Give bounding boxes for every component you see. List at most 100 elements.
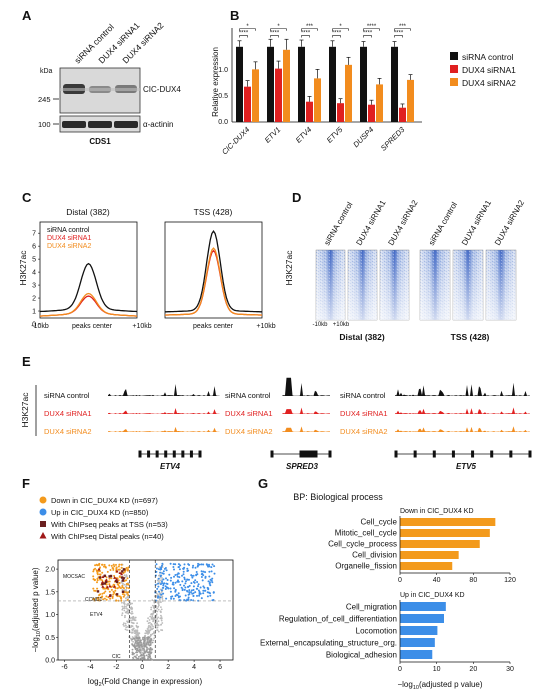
volcano-ytick: 1.0 xyxy=(45,612,55,619)
volcano-point-distal xyxy=(112,584,116,588)
volcano-point-down xyxy=(123,594,126,596)
volcano-point-ns xyxy=(156,624,158,627)
volcano-point-down xyxy=(119,587,122,590)
volcano-point-ns xyxy=(134,648,137,651)
volcano-plot: Down in CIC_DUX4 KD (n=697) Up in CIC_DU… xyxy=(31,496,234,688)
volcano-point-down xyxy=(122,595,125,598)
go-bar-down xyxy=(400,540,480,548)
heatmap-column-label: siRNA control xyxy=(322,200,354,247)
volcano-point-up xyxy=(191,566,194,569)
volcano-point-up xyxy=(174,588,177,591)
volcano-point-distal xyxy=(115,569,119,573)
expression-category-label: ETV4 xyxy=(294,125,314,145)
volcano-point-up xyxy=(172,581,175,584)
volcano-point-ns xyxy=(154,632,157,635)
volcano-point-up xyxy=(186,585,189,588)
go-xtick: 120 xyxy=(504,577,516,584)
heatmap-fade xyxy=(348,250,377,320)
volcano-point-up xyxy=(183,578,186,581)
volcano-point-up xyxy=(173,575,175,578)
volcano-point-up xyxy=(177,595,180,598)
volcano-point-ns xyxy=(132,653,134,656)
volcano-point-up xyxy=(183,588,186,591)
volcano-point-ns xyxy=(142,658,145,660)
expression-bar xyxy=(298,46,305,122)
volcano-point-down xyxy=(118,568,121,571)
volcano-point-ns xyxy=(154,623,157,625)
volcano-point-up xyxy=(194,579,197,582)
volcano-point-down xyxy=(117,584,120,587)
gene-exon xyxy=(172,450,176,458)
sig-bracket-bottom xyxy=(270,35,279,38)
volcano-point-up xyxy=(161,562,164,565)
volcano-gene-label-4: CIC xyxy=(112,654,121,660)
volcano-point-up xyxy=(200,563,203,566)
sig-label-top: * xyxy=(277,24,280,30)
volcano-point-ns xyxy=(125,575,128,578)
volcano-point-ns xyxy=(123,603,126,605)
volcano-point-down xyxy=(109,569,112,571)
volcano-point-down xyxy=(94,567,97,570)
track-signal xyxy=(108,384,220,396)
heatmap-fade xyxy=(420,250,450,320)
volcano-point-up xyxy=(165,569,168,572)
volcano-point-up xyxy=(193,581,196,584)
profile-distal-xtick-left: -10kb xyxy=(31,323,49,330)
volcano-point-up xyxy=(165,577,167,580)
volcano-point-ns xyxy=(127,612,130,615)
kda-label: kDa xyxy=(40,68,53,75)
volcano-point-ns xyxy=(148,656,150,658)
volcano-point-up xyxy=(190,589,193,592)
expression-bar xyxy=(337,103,344,122)
band-actinin-2 xyxy=(88,121,112,128)
h3k27ac-profiles: H3K27ac Distal (382) TSS (428) 01234567 … xyxy=(18,207,276,330)
volcano-point-up xyxy=(197,585,199,588)
volcano-point-down xyxy=(126,577,129,580)
volcano-point-up xyxy=(207,587,210,590)
volcano-point-up xyxy=(187,593,190,596)
volcano-point-up xyxy=(192,589,195,591)
volcano-point-up xyxy=(187,599,190,601)
profile-ytick: 5 xyxy=(32,257,36,264)
volcano-point-down xyxy=(103,565,105,568)
volcano-point-up xyxy=(156,587,159,590)
volcano-point-ns xyxy=(155,592,158,595)
volcano-point-up xyxy=(195,571,198,573)
volcano-point-up xyxy=(180,586,183,589)
heatmap-column-label: DUX4 siRNA2 xyxy=(386,198,419,247)
volcano-point-up xyxy=(161,564,163,567)
volcano-point-ns xyxy=(139,639,142,642)
go-xtick: 20 xyxy=(469,666,477,673)
volcano-point-up xyxy=(160,567,162,570)
go-bar-up xyxy=(400,626,438,635)
volcano-point-up xyxy=(208,563,210,566)
volcano-point-ns xyxy=(160,619,163,622)
volcano-point-up xyxy=(173,568,175,571)
volcano-point-ns xyxy=(147,636,150,639)
volcano-point-ns xyxy=(155,610,158,612)
go-xlabel-sub: 10 xyxy=(413,685,419,691)
band-actinin-1 xyxy=(62,121,86,128)
volcano-point-up xyxy=(184,594,187,597)
profile-ytick: 0 xyxy=(32,322,36,329)
volcano-point-ns xyxy=(159,579,162,582)
volcano-point-up xyxy=(192,564,195,567)
go-term-label: Biological_adhesion xyxy=(326,651,397,660)
expression-bar xyxy=(244,86,251,122)
heatmap-xtick-right: +10kb xyxy=(333,322,350,328)
volcano-point-up xyxy=(157,582,160,585)
volcano-point-up xyxy=(162,578,165,581)
volcano-point-ns xyxy=(129,602,132,604)
expression-category-label: CIC-DUX4 xyxy=(220,125,251,156)
volcano-point-ns xyxy=(145,654,148,657)
volcano-point-up xyxy=(213,565,216,568)
volcano-point-up xyxy=(202,589,205,592)
panel-letter-c: C xyxy=(22,190,32,205)
volcano-point-down xyxy=(101,571,104,574)
expression-bar xyxy=(275,68,282,122)
volcano-point-up xyxy=(176,575,179,578)
volcano-point-up xyxy=(179,564,182,567)
volcano-point-tss xyxy=(122,577,125,580)
go-xtick: 40 xyxy=(433,577,441,584)
profile-tss-xtick-right: +10kb xyxy=(256,323,275,330)
